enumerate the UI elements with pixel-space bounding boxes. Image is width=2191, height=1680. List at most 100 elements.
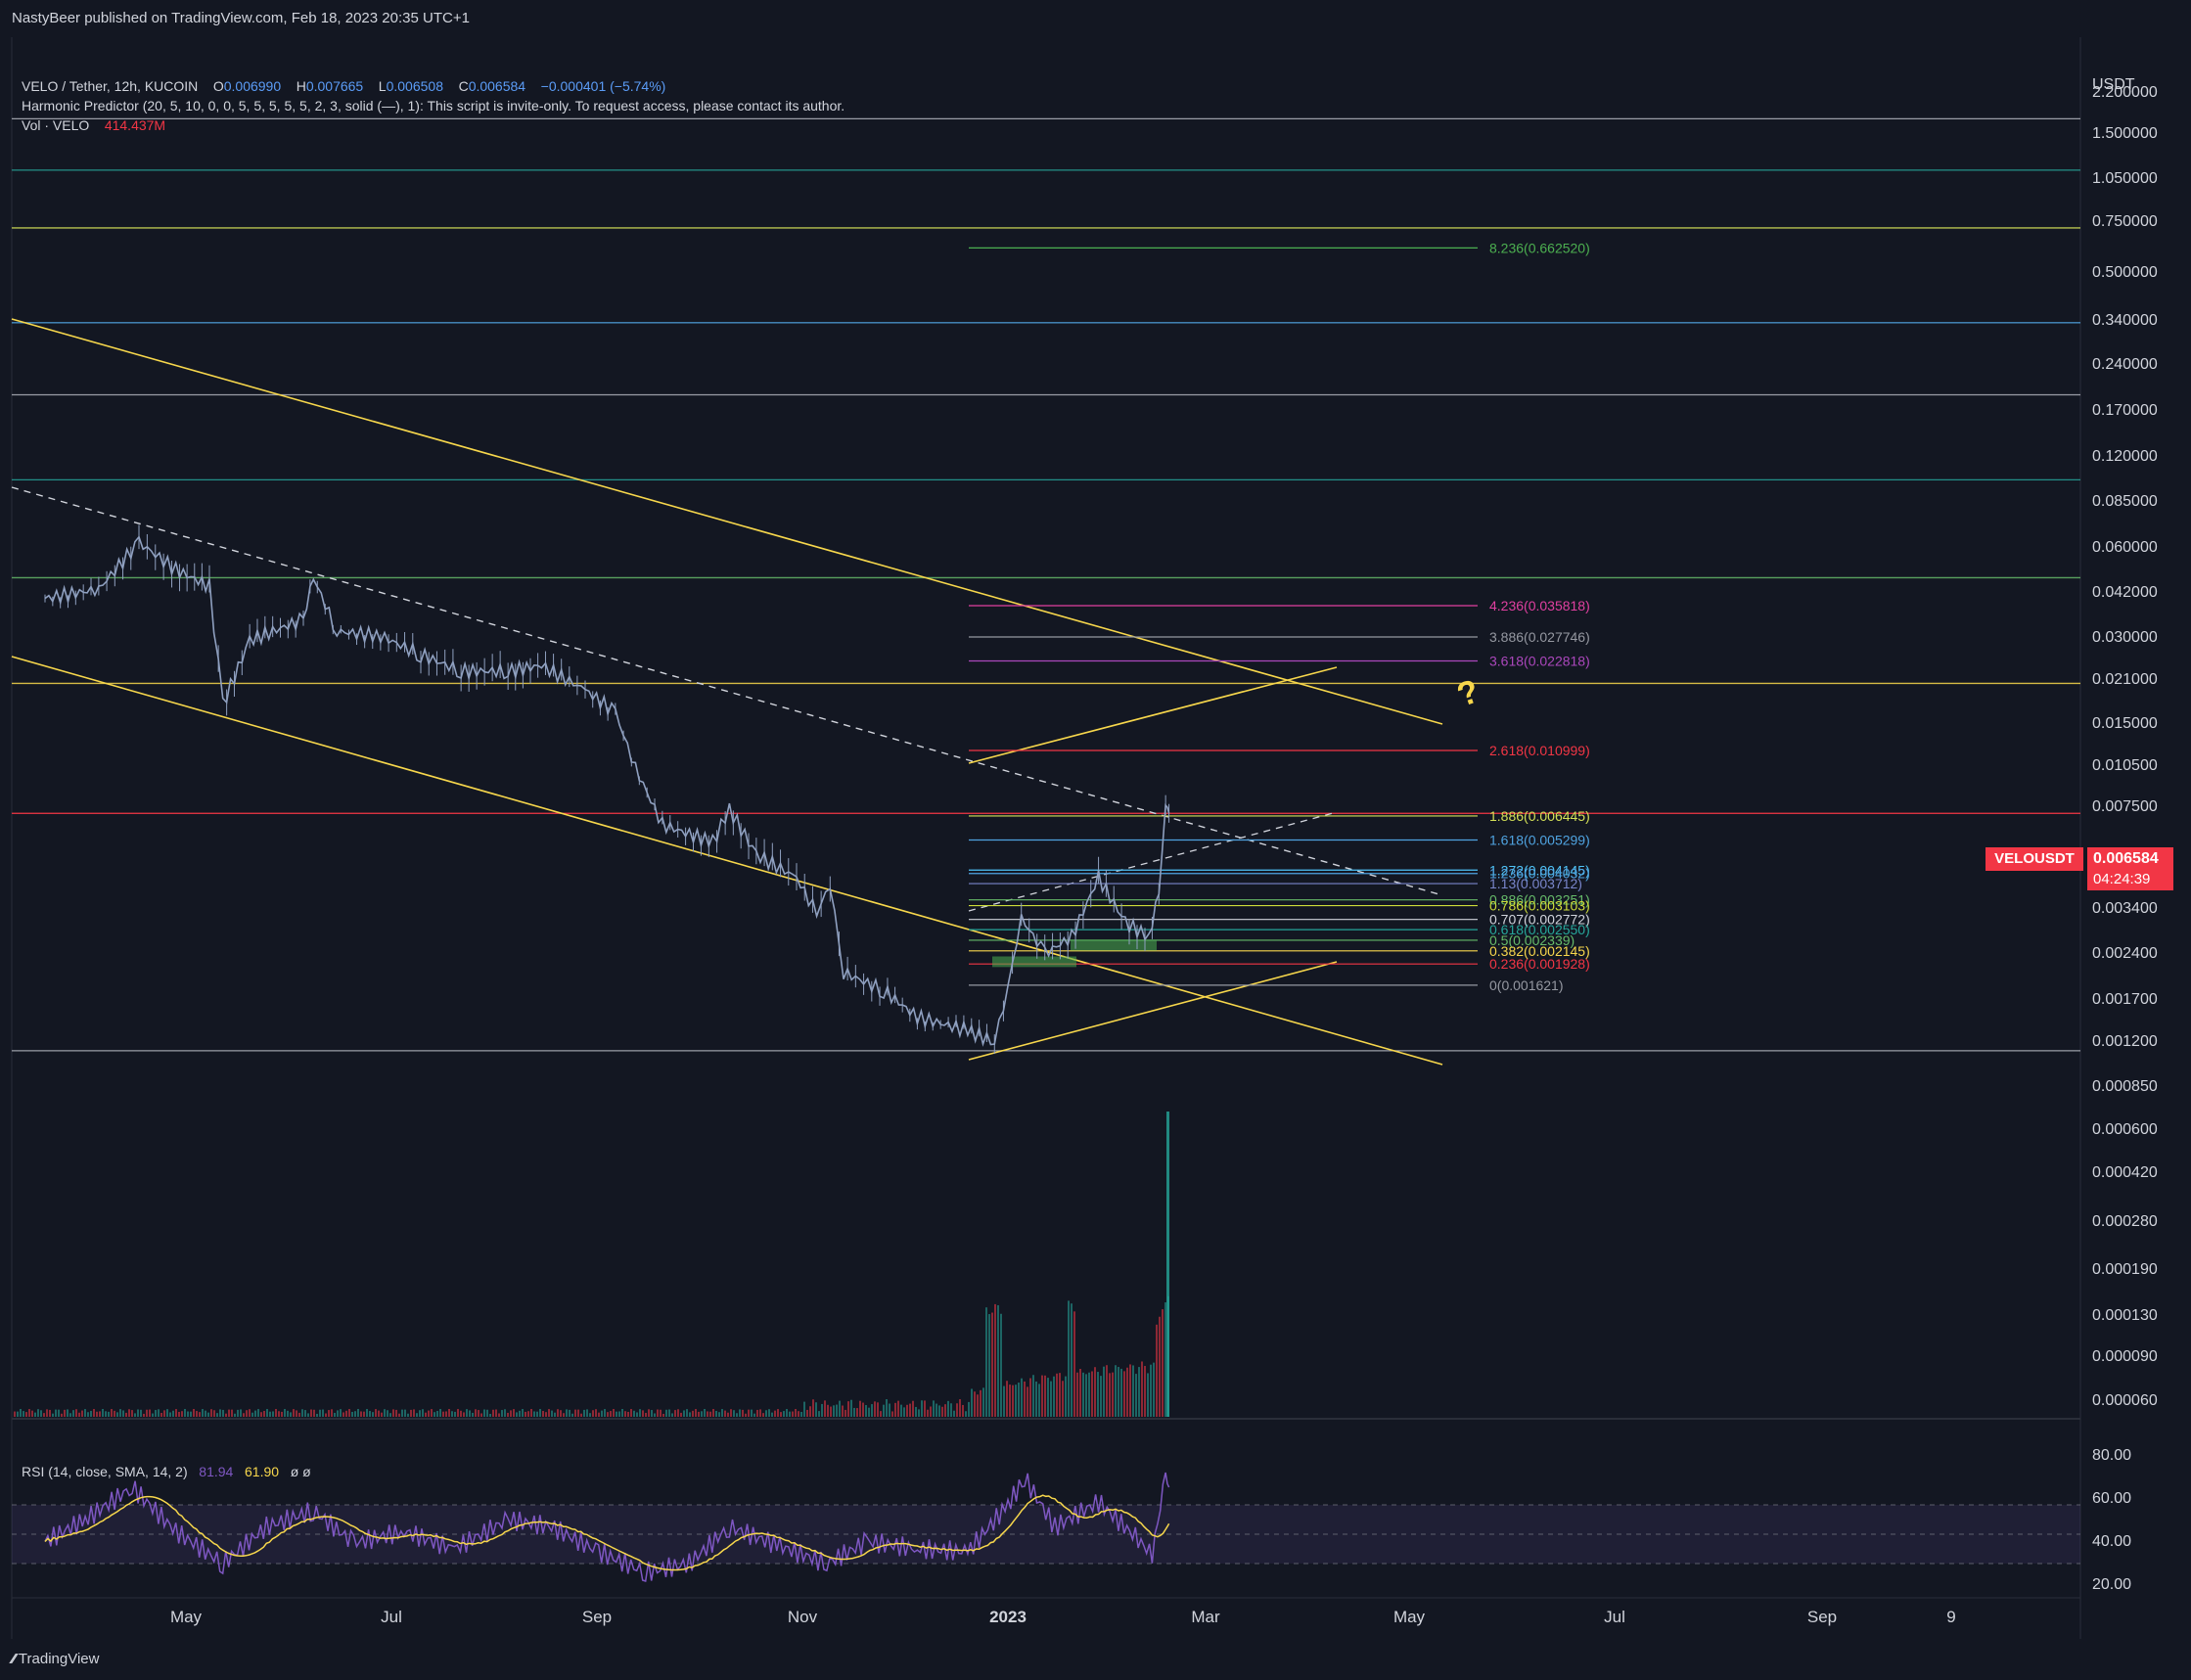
volume-bar-98 [96,1411,98,1417]
volume-bar-512 [501,1410,503,1417]
fib-label-16: 0.236(0.001928) [1489,956,1590,972]
volume-bar-656 [642,1410,644,1417]
volume-bar-335 [328,1410,330,1417]
volume-bar-833 [815,1402,817,1417]
volume-bar-539 [527,1411,529,1417]
close-value: 0.006584 [468,78,526,94]
volume-bar-59 [58,1409,60,1417]
volume-bar-383 [375,1409,377,1417]
volume-bar-365 [357,1409,359,1417]
volume-bar-992 [971,1388,973,1417]
volume-bar-767 [751,1409,753,1417]
volume-bar-173 [169,1412,171,1417]
volume-bar-206 [202,1409,204,1417]
open-label: O [212,78,224,94]
volume-bar-950 [930,1406,932,1417]
time-tick-3: Nov [788,1608,818,1626]
volume-bar-380 [372,1412,374,1417]
volume-bar-884 [865,1405,867,1417]
volume-bar-110 [108,1411,110,1417]
volume-bar-1049 [1027,1386,1028,1417]
volume-bar-119 [116,1412,118,1417]
volume-bar-95 [93,1409,95,1417]
volume-bar-35 [34,1412,36,1417]
price-tick-26: 0.000130 [2092,1307,2158,1324]
volume-bar-314 [307,1413,309,1417]
volume-bar-278 [272,1411,274,1417]
fib-label-13: 0.618(0.002550) [1489,922,1590,937]
volume-bar-476 [466,1409,468,1417]
volume-bar-677 [662,1413,664,1417]
volume-bar-191 [187,1411,189,1417]
volume-bar-809 [792,1411,794,1417]
volume-bar-896 [877,1402,879,1417]
tradingview-logo[interactable]: ⁄⁄ TradingView [12,1651,99,1667]
volume-bar-401 [392,1409,394,1417]
volume-bar-413 [404,1409,406,1417]
volume-bar-332 [325,1413,327,1417]
volume-bar-704 [689,1412,691,1417]
volume-bar-971 [950,1403,952,1417]
volume-bar-584 [571,1413,573,1417]
volume-bar-965 [944,1404,946,1417]
volume-bar-107 [105,1411,107,1417]
volume-bar-785 [768,1409,770,1417]
volume-bar-818 [800,1411,802,1417]
volume-bar-41 [40,1410,42,1417]
volume-bar-212 [207,1412,209,1417]
price-chart[interactable]: 8.236(0.662520) 4.236(0.035818) 3.886(0.02… [0,37,2191,1639]
volume-bar-194 [190,1411,192,1417]
volume-bar-299 [293,1409,295,1417]
volume-bar-1073 [1050,1381,1052,1417]
volume-bar-956 [936,1403,937,1417]
volume-bar-1067 [1044,1375,1046,1417]
volume-bar-1115 [1091,1371,1093,1417]
volume-bar-488 [478,1410,479,1417]
volume-bar-905 [886,1399,888,1417]
volume-bar-251 [246,1410,248,1417]
price-tick-28: 0.000060 [2092,1392,2158,1409]
volume-bar-53 [52,1413,54,1417]
price-tick-15: 0.010500 [2092,757,2158,774]
volume-bar-266 [260,1412,262,1417]
volume-bar-890 [871,1404,873,1417]
volume-value: 414.437M [104,117,166,133]
chart-root[interactable]: 8.236(0.662520) 4.236(0.035818) 3.886(0.02… [0,37,2191,1639]
volume-bar-386 [378,1410,380,1417]
volume-bar-131 [128,1409,130,1417]
high-value: 0.007665 [305,78,364,94]
volume-bar-668 [654,1413,656,1417]
volume-bar-68 [67,1409,68,1417]
low-value: 0.006508 [386,78,443,94]
volume-row: Vol · VELO 414.437M [22,115,844,135]
volume-bar-914 [894,1402,896,1417]
volume-bar-137 [134,1413,136,1417]
fib-label-11: 0.786(0.003103) [1489,898,1590,914]
volume-bar-740 [724,1410,726,1417]
volume-bar-698 [683,1410,685,1417]
price-tick-12: 0.030000 [2092,629,2158,646]
fib-label-5: 1.886(0.006445) [1489,808,1590,824]
volume-bar-893 [874,1401,876,1417]
volume-bar-275 [269,1411,271,1417]
volume-bar-311 [304,1410,306,1417]
volume-bar-827 [809,1406,811,1417]
volume-bar-515 [504,1409,506,1417]
volume-bar-188 [184,1409,186,1417]
fib-label-7: 1.272(0.004145) [1489,862,1590,878]
volume-bar-23 [23,1411,24,1417]
volume-bar-713 [698,1411,700,1417]
fib-label-9: 1.13(0.003712) [1489,876,1582,891]
volume-bar-638 [624,1411,626,1417]
volume-bar-227 [222,1409,224,1417]
published-header: NastyBeer published on TradingView.com, … [0,0,2191,37]
volume-bar-446 [436,1411,438,1417]
volume-bar-407 [398,1413,400,1417]
volume-bar-395 [387,1410,388,1417]
volume-bar-542 [530,1409,532,1417]
volume-bar-83 [81,1410,83,1417]
volume-bar-962 [941,1406,943,1417]
volume-bar-644 [630,1409,632,1417]
volume-bar-1079 [1056,1373,1058,1417]
volume-bar-320 [313,1409,315,1417]
